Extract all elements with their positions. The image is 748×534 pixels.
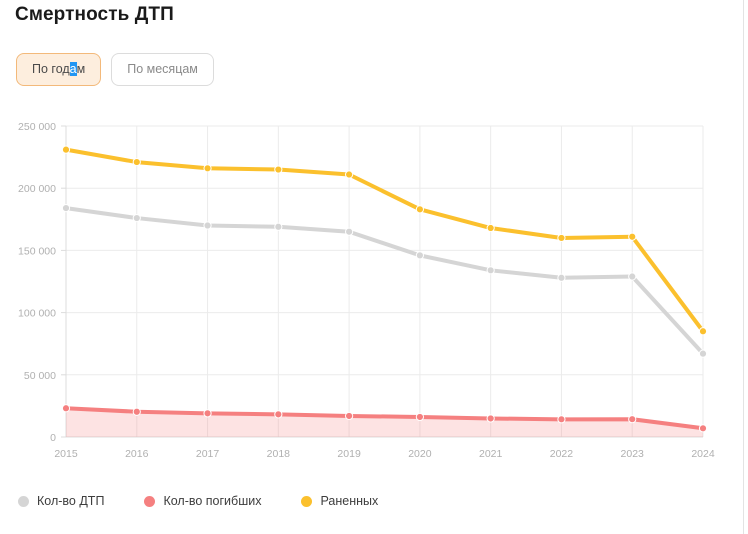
legend-item-injured[interactable]: Раненных bbox=[301, 494, 378, 508]
data-point[interactable] bbox=[415, 412, 424, 422]
series-line bbox=[64, 147, 705, 334]
x-axis-tick-label: 2024 bbox=[691, 448, 715, 460]
y-axis-tick-label: 0 bbox=[50, 432, 56, 444]
data-point[interactable] bbox=[274, 410, 283, 419]
x-axis-tick-label: 2021 bbox=[479, 448, 503, 460]
line-chart: 0 50 000 100 000 150 000 200 000 250 000 2015 2… bbox=[0, 110, 744, 470]
y-axis-tick-label: 150 000 bbox=[18, 245, 56, 257]
data-point[interactable] bbox=[557, 415, 566, 424]
data-point[interactable] bbox=[132, 157, 141, 167]
data-point[interactable] bbox=[203, 164, 212, 173]
data-point[interactable] bbox=[698, 349, 708, 358]
legend-color-dot bbox=[301, 495, 313, 507]
data-point[interactable] bbox=[486, 223, 495, 233]
x-axis-tick-label: 2018 bbox=[267, 448, 291, 460]
data-point[interactable] bbox=[132, 407, 141, 416]
data-point[interactable] bbox=[345, 170, 354, 179]
data-point[interactable] bbox=[628, 415, 637, 424]
data-point[interactable] bbox=[203, 409, 212, 418]
x-axis-tick-label: 2015 bbox=[54, 448, 78, 460]
legend-item-label: Кол-во погибших bbox=[163, 494, 262, 508]
x-axis-tick-label: 2017 bbox=[196, 448, 220, 460]
data-point[interactable] bbox=[61, 204, 71, 213]
legend-item-deaths[interactable]: Кол-во погибших bbox=[144, 494, 261, 508]
data-point[interactable] bbox=[557, 233, 566, 243]
chart-legend: Кол-во ДТП Кол-во погибших Раненных bbox=[18, 494, 378, 508]
x-axis-tick-label: 2019 bbox=[337, 448, 361, 460]
data-point[interactable] bbox=[132, 213, 141, 223]
x-axis-tick-label: 2016 bbox=[125, 448, 149, 460]
y-axis-tick-label: 50 000 bbox=[24, 370, 56, 382]
data-point[interactable] bbox=[415, 205, 424, 214]
legend-item-label: Кол-во ДТП bbox=[37, 494, 105, 508]
data-point[interactable] bbox=[486, 266, 495, 275]
data-point[interactable] bbox=[345, 411, 354, 421]
chart-svg: 0 50 000 100 000 150 000 200 000 250 000 2015 2… bbox=[18, 121, 715, 460]
data-point[interactable] bbox=[203, 221, 212, 230]
y-axis-tick-label: 250 000 bbox=[18, 121, 56, 133]
y-axis-tick-label: 200 000 bbox=[18, 183, 56, 195]
legend-item-label: Раненных bbox=[320, 494, 379, 508]
toggle-by-years-label-selection: а bbox=[69, 62, 77, 76]
data-point[interactable] bbox=[486, 414, 495, 423]
toggle-by-years-label-suffix: м bbox=[76, 62, 86, 76]
data-point[interactable] bbox=[628, 272, 637, 281]
data-point[interactable] bbox=[61, 404, 71, 413]
legend-color-dot bbox=[18, 495, 29, 507]
series-line bbox=[64, 206, 705, 356]
data-point[interactable] bbox=[698, 327, 708, 336]
legend-color-dot bbox=[144, 495, 156, 507]
data-point[interactable] bbox=[274, 222, 283, 231]
page-title: Смертность ДТП bbox=[15, 4, 174, 25]
data-point[interactable] bbox=[61, 145, 71, 154]
data-point[interactable] bbox=[415, 251, 424, 260]
series-line bbox=[64, 406, 705, 431]
period-toggle-group: По годам По месяцам bbox=[16, 53, 214, 86]
toggle-by-years-label-prefix: По год bbox=[32, 62, 70, 76]
data-point[interactable] bbox=[557, 273, 566, 282]
toggle-by-months-button[interactable]: По месяцам bbox=[111, 53, 214, 86]
data-point[interactable] bbox=[698, 424, 708, 433]
data-point[interactable] bbox=[274, 165, 283, 174]
x-axis-tick-label: 2020 bbox=[408, 448, 432, 460]
data-point[interactable] bbox=[345, 227, 354, 236]
x-axis-tick-label: 2023 bbox=[621, 448, 645, 460]
toggle-by-years-button[interactable]: По годам bbox=[16, 53, 102, 86]
legend-item-accidents[interactable]: Кол-во ДТП bbox=[18, 494, 104, 508]
x-axis-tick-label: 2022 bbox=[550, 448, 574, 460]
y-axis-tick-label: 100 000 bbox=[18, 308, 56, 320]
data-point[interactable] bbox=[628, 232, 637, 241]
